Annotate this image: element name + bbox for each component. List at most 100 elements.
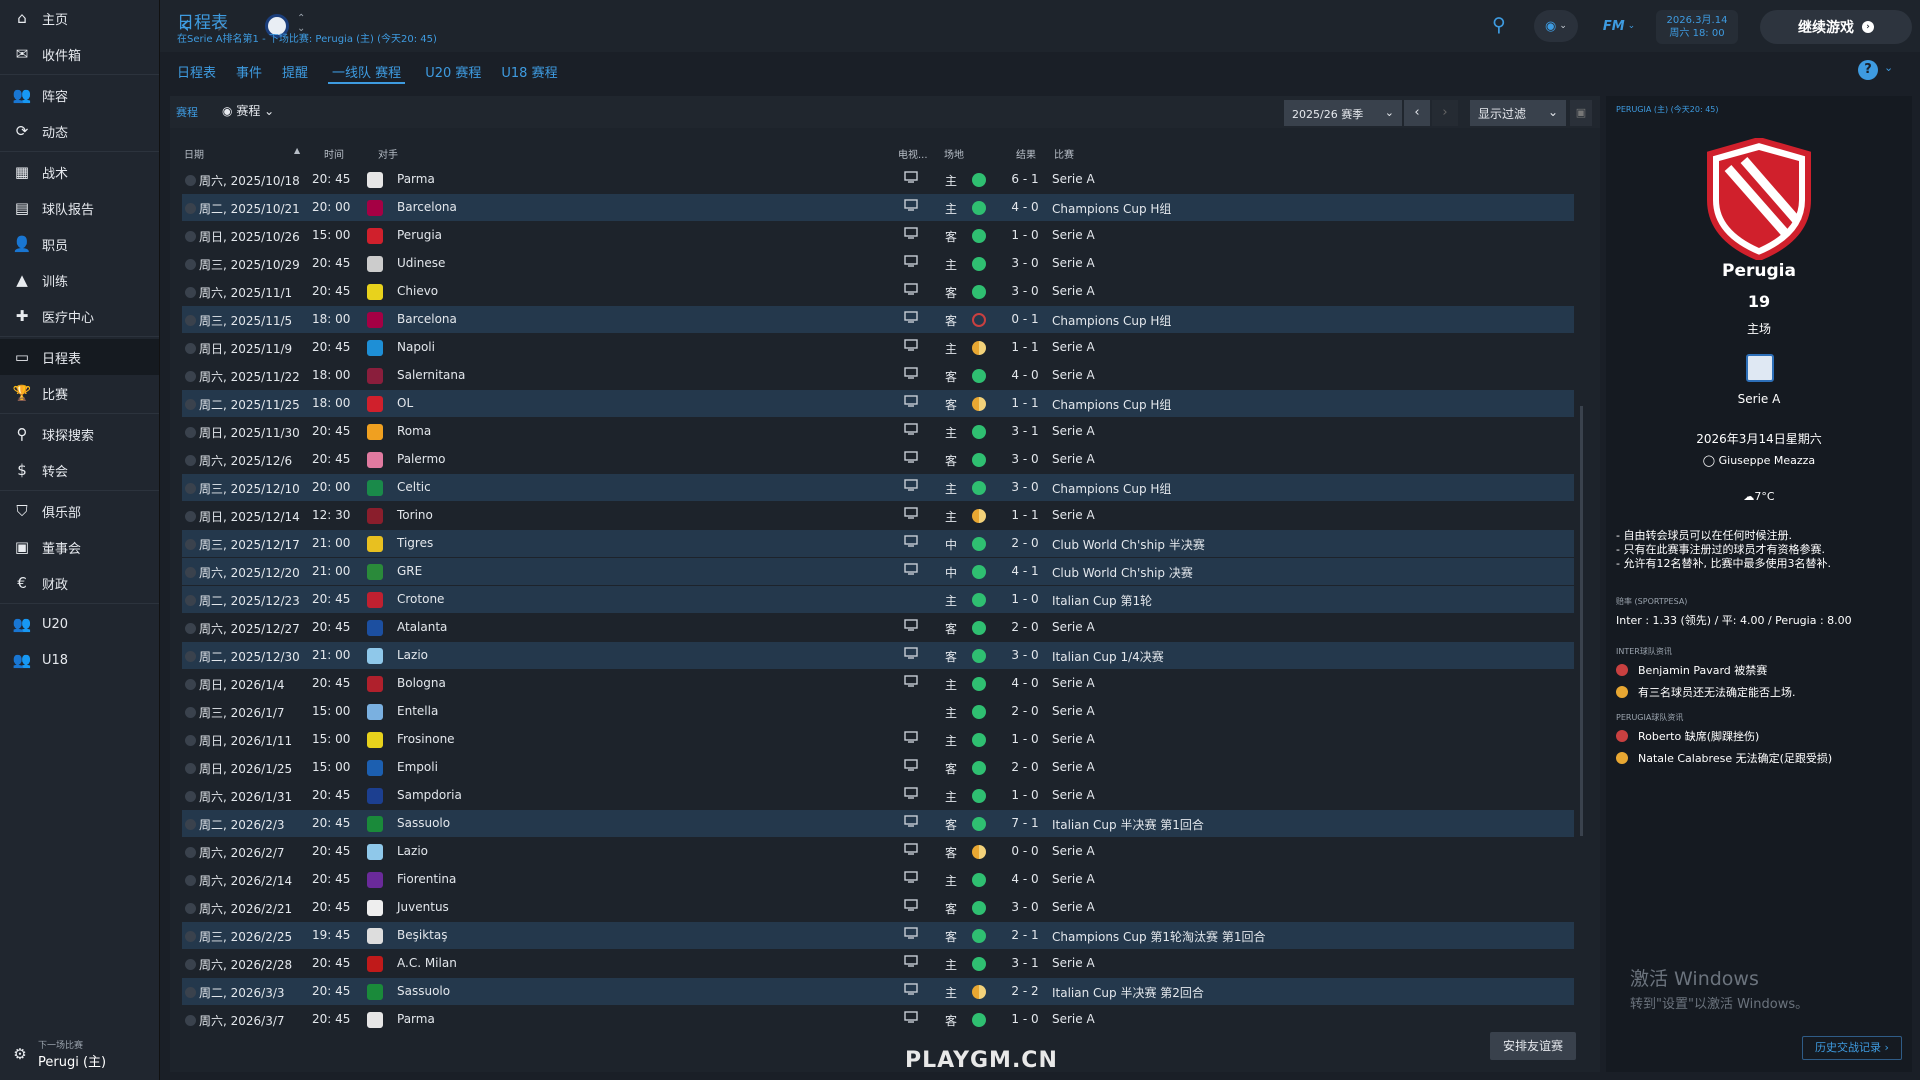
fixture-opponent[interactable]: Frosinone	[397, 732, 455, 746]
fixture-score[interactable]: 3 - 0	[1011, 900, 1039, 914]
fixture-opponent[interactable]: Sampdoria	[397, 788, 462, 802]
row-select-icon[interactable]	[185, 679, 196, 690]
lock-icon[interactable]: ▣	[1570, 100, 1592, 126]
serie-a-icon[interactable]	[1746, 354, 1774, 382]
fixture-opponent[interactable]: Beşiktaş	[397, 928, 448, 942]
table-row[interactable]: 周三, 2025/12/17 21: 00 Tigres 中 2 - 0 Club Wor…	[182, 530, 1574, 558]
row-select-icon[interactable]	[185, 259, 196, 270]
fixture-competition[interactable]: Serie A	[1052, 256, 1095, 270]
table-row[interactable]: 周日, 2025/11/9 20: 45 Napoli 主 1 - 1 Serie A	[182, 334, 1574, 362]
fixture-score[interactable]: 4 - 0	[1011, 200, 1039, 214]
table-row[interactable]: 周日, 2025/10/26 15: 00 Perugia 客 1 - 0 Serie A	[182, 222, 1574, 250]
fixture-competition[interactable]: Champions Cup H组	[1052, 482, 1172, 496]
table-row[interactable]: 周六, 2025/10/18 20: 45 Parma 主 6 - 1 Serie A	[182, 166, 1574, 194]
row-select-icon[interactable]	[185, 371, 196, 382]
row-select-icon[interactable]	[185, 539, 196, 550]
fixture-competition[interactable]: Serie A	[1052, 368, 1095, 382]
sidebar-item-search[interactable]: ⚲ 球探搜索	[0, 416, 159, 452]
fixture-opponent[interactable]: Palermo	[397, 452, 446, 466]
col-time[interactable]: 时间	[324, 150, 344, 161]
tab-0[interactable]: 日程表	[177, 66, 217, 81]
row-select-icon[interactable]	[185, 595, 196, 606]
table-row[interactable]: 周六, 2026/2/28 20: 45 A.C. Milan 主 3 - 1 Serie…	[182, 950, 1574, 978]
chevron-down-icon[interactable]: ⌄	[1884, 61, 1894, 74]
fixture-score[interactable]: 7 - 1	[1011, 816, 1039, 830]
col-venue[interactable]: 场地	[944, 150, 964, 161]
fixture-opponent[interactable]: Barcelona	[397, 312, 457, 326]
fixture-opponent[interactable]: Lazio	[397, 844, 429, 858]
table-row[interactable]: 周六, 2026/2/7 20: 45 Lazio 客 0 - 0 Serie A	[182, 838, 1574, 866]
news-item[interactable]: Benjamin Pavard 被禁赛	[1616, 662, 1767, 678]
news-item[interactable]: 有三名球员还无法确定能否上场.	[1616, 684, 1796, 700]
sort-asc-icon[interactable]: ▲	[294, 146, 301, 155]
row-select-icon[interactable]	[185, 875, 196, 886]
fixture-score[interactable]: 3 - 1	[1011, 424, 1039, 438]
fixture-opponent[interactable]: A.C. Milan	[397, 956, 457, 970]
row-select-icon[interactable]	[185, 931, 196, 942]
table-row[interactable]: 周三, 2025/11/5 18: 00 Barcelona 客 0 - 1 Champi…	[182, 306, 1574, 334]
tab-1[interactable]: 事件	[236, 66, 263, 81]
row-select-icon[interactable]	[185, 987, 196, 998]
head-to-head-button[interactable]: 历史交战记录 ›	[1802, 1036, 1902, 1060]
fixture-competition[interactable]: Italian Cup 半决赛 第2回合	[1052, 986, 1204, 1000]
table-row[interactable]: 周六, 2025/12/6 20: 45 Palermo 客 3 - 0 Serie A	[182, 446, 1574, 474]
fixture-competition[interactable]: Serie A	[1052, 284, 1095, 298]
table-row[interactable]: 周日, 2025/11/30 20: 45 Roma 主 3 - 1 Serie A	[182, 418, 1574, 446]
fixture-opponent[interactable]: Atalanta	[397, 620, 448, 634]
col-competition[interactable]: 比赛	[1054, 150, 1074, 161]
season-select[interactable]: 2025/26 赛季 ⌄	[1284, 100, 1402, 126]
fixture-score[interactable]: 4 - 0	[1011, 368, 1039, 382]
fixture-competition[interactable]: Serie A	[1052, 1012, 1095, 1026]
fixture-opponent[interactable]: Empoli	[397, 760, 438, 774]
sidebar-item-medical[interactable]: ✚ 医疗中心	[0, 298, 159, 334]
fixture-score[interactable]: 2 - 0	[1011, 760, 1039, 774]
table-row[interactable]: 周六, 2025/12/27 20: 45 Atalanta 客 2 - 0 Serie …	[182, 614, 1574, 642]
fixture-competition[interactable]: Italian Cup 第1轮	[1052, 594, 1153, 608]
view-dropdown[interactable]: ◉ 赛程 ⌄	[222, 102, 274, 119]
fixture-competition[interactable]: Champions Cup 第1轮淘汰赛 第1回合	[1052, 930, 1266, 944]
filter-select[interactable]: 显示过滤 ⌄	[1470, 100, 1566, 126]
row-select-icon[interactable]	[185, 231, 196, 242]
fixture-score[interactable]: 1 - 1	[1011, 340, 1039, 354]
fixture-competition[interactable]: Serie A	[1052, 844, 1095, 858]
row-select-icon[interactable]	[185, 623, 196, 634]
tab-2[interactable]: 提醒	[282, 66, 309, 81]
fixture-opponent[interactable]: Entella	[397, 704, 439, 718]
fixture-competition[interactable]: Serie A	[1052, 228, 1095, 242]
row-select-icon[interactable]	[185, 483, 196, 494]
table-row[interactable]: 周日, 2025/12/14 12: 30 Torino 主 1 - 1 Serie A	[182, 502, 1574, 530]
club-badge-icon[interactable]	[265, 14, 289, 38]
row-select-icon[interactable]	[185, 735, 196, 746]
fixture-score[interactable]: 4 - 1	[1011, 564, 1039, 578]
col-result[interactable]: 结果	[1016, 150, 1036, 161]
fixture-opponent[interactable]: Salernitana	[397, 368, 466, 382]
row-select-icon[interactable]	[185, 399, 196, 410]
fixture-score[interactable]: 3 - 0	[1011, 480, 1039, 494]
fixture-competition[interactable]: Italian Cup 半决赛 第1回合	[1052, 818, 1204, 832]
table-row[interactable]: 周六, 2025/12/20 21: 00 GRE 中 4 - 1 Club World …	[182, 558, 1574, 586]
table-row[interactable]: 周六, 2026/2/21 20: 45 Juventus 客 3 - 0 Serie A	[182, 894, 1574, 922]
table-row[interactable]: 周二, 2026/3/3 20: 45 Sassuolo 主 2 - 2 Italian …	[182, 978, 1574, 1006]
gear-icon[interactable]: ⚙	[13, 1045, 27, 1063]
row-select-icon[interactable]	[185, 567, 196, 578]
fixture-competition[interactable]: Serie A	[1052, 788, 1095, 802]
sidebar-item-home[interactable]: ⌂ 主页	[0, 0, 159, 36]
row-select-icon[interactable]	[185, 791, 196, 802]
fixture-score[interactable]: 1 - 1	[1011, 396, 1039, 410]
fixture-opponent[interactable]: Lazio	[397, 648, 429, 662]
scrollbar[interactable]	[1580, 406, 1583, 836]
fixture-opponent[interactable]: Torino	[397, 508, 433, 522]
sidebar-item-staff[interactable]: 👤 职员	[0, 226, 159, 262]
table-row[interactable]: 周三, 2026/1/7 15: 00 Entella 主 2 - 0 Serie A	[182, 698, 1574, 726]
fixture-competition[interactable]: Serie A	[1052, 620, 1095, 634]
fixture-score[interactable]: 6 - 1	[1011, 172, 1039, 186]
competition-name[interactable]: Serie A	[1737, 392, 1781, 406]
sidebar-item-club[interactable]: ⛉ 俱乐部	[0, 493, 159, 529]
fixture-competition[interactable]: Serie A	[1052, 900, 1095, 914]
sidebar-item-u18[interactable]: 👥 U18	[0, 642, 159, 678]
table-row[interactable]: 周六, 2025/11/22 18: 00 Salernitana 客 4 - 0 Ser…	[182, 362, 1574, 390]
fixture-score[interactable]: 2 - 1	[1011, 928, 1039, 942]
fixture-opponent[interactable]: Celtic	[397, 480, 431, 494]
news-item[interactable]: Natale Calabrese 无法确定(足跟受损)	[1616, 750, 1832, 766]
row-select-icon[interactable]	[185, 651, 196, 662]
